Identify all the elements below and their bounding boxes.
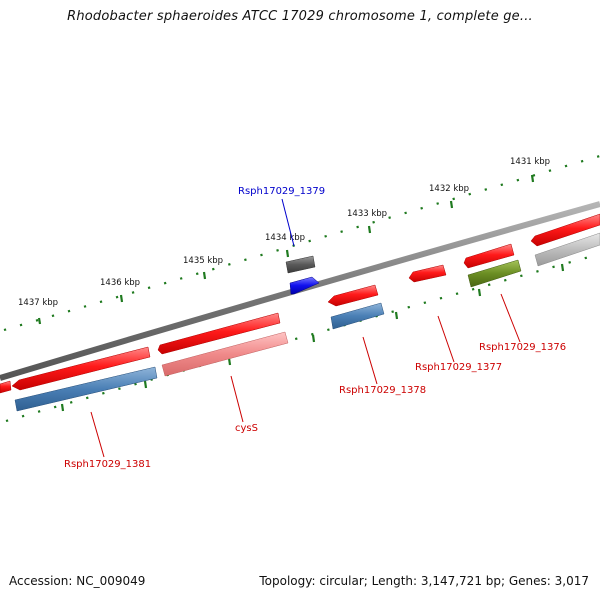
gene-label-rsph17029-1378[interactable]: Rsph17029_1378 <box>339 385 426 396</box>
scale-label: 1436 kbp <box>100 278 140 288</box>
gene-feature[interactable] <box>157 312 281 355</box>
lower-scale-tick <box>60 403 65 412</box>
gene-feature[interactable] <box>408 264 447 283</box>
gene-label-rsph17029-1381[interactable]: Rsph17029_1381 <box>64 459 151 470</box>
lower-scale-tick <box>143 380 148 389</box>
callout-line <box>437 315 455 363</box>
gene-label-rsph17029-1376[interactable]: Rsph17029_1376 <box>479 342 566 353</box>
scale-label: 1432 kbp <box>429 184 469 194</box>
gene-feature[interactable] <box>463 243 515 269</box>
gene-labels: Rsph17029_1379 Rsph17029_1376 Rsph17029_… <box>64 186 566 470</box>
gene-track-lower <box>14 232 600 412</box>
scale-tick-1432 <box>449 200 454 209</box>
gene-feature[interactable] <box>285 255 316 274</box>
gene-feature[interactable] <box>11 346 151 391</box>
gene-feature[interactable] <box>14 366 158 412</box>
lower-scale-tick <box>560 263 565 272</box>
scale-label: 1435 kbp <box>183 256 223 266</box>
lower-scale <box>5 252 600 423</box>
genome-summary: Topology: circular; Length: 3,147,721 bp… <box>259 574 589 588</box>
scale-tick-1437 <box>37 317 42 325</box>
gene-track-upper <box>0 213 600 394</box>
gene-label-rsph17029-1379[interactable]: Rsph17029_1379 <box>238 186 325 197</box>
callout-lines <box>90 198 521 458</box>
scale-tick-1436 <box>119 294 124 303</box>
lower-scale-tick <box>311 334 316 343</box>
gene-feature[interactable] <box>534 232 600 267</box>
scale-label: 1437 kbp <box>18 298 58 308</box>
scale-tick-1434 <box>285 249 290 258</box>
upper-scale: 1437 kbp 1436 kbp 1435 kbp 1434 kbp 1433… <box>3 154 600 332</box>
callout-line <box>90 411 105 458</box>
scale-tick-1435 <box>202 271 207 280</box>
gene-label-cyss[interactable]: cysS <box>235 423 258 434</box>
lower-scale-tick <box>227 357 232 366</box>
scale-tick-1433 <box>367 225 372 234</box>
lower-scale-dots <box>5 252 600 423</box>
callout-line <box>362 336 378 385</box>
accession-info: Accession: NC_009049 <box>9 574 146 588</box>
scale-label: 1433 kbp <box>347 209 387 219</box>
callout-line <box>500 293 521 343</box>
gene-feature[interactable] <box>330 302 385 330</box>
callout-line <box>281 198 295 247</box>
callout-line <box>230 375 244 423</box>
gene-feature[interactable] <box>289 276 320 295</box>
scale-label: 1434 kbp <box>265 233 305 243</box>
gene-label-rsph17029-1377[interactable]: Rsph17029_1377 <box>415 362 502 373</box>
lower-scale-tick <box>394 311 399 320</box>
scale-tick-1431 <box>530 174 535 183</box>
gene-feature[interactable] <box>0 380 12 394</box>
gene-feature[interactable] <box>327 284 379 307</box>
upper-scale-dots <box>3 154 600 332</box>
map-title: Rhodobacter sphaeroides ATCC 17029 chrom… <box>67 9 533 24</box>
gene-feature[interactable] <box>161 331 289 377</box>
scale-label: 1431 kbp <box>510 157 550 167</box>
lower-scale-tick <box>477 288 482 297</box>
gene-feature[interactable] <box>530 213 600 247</box>
gene-feature[interactable] <box>467 259 522 288</box>
